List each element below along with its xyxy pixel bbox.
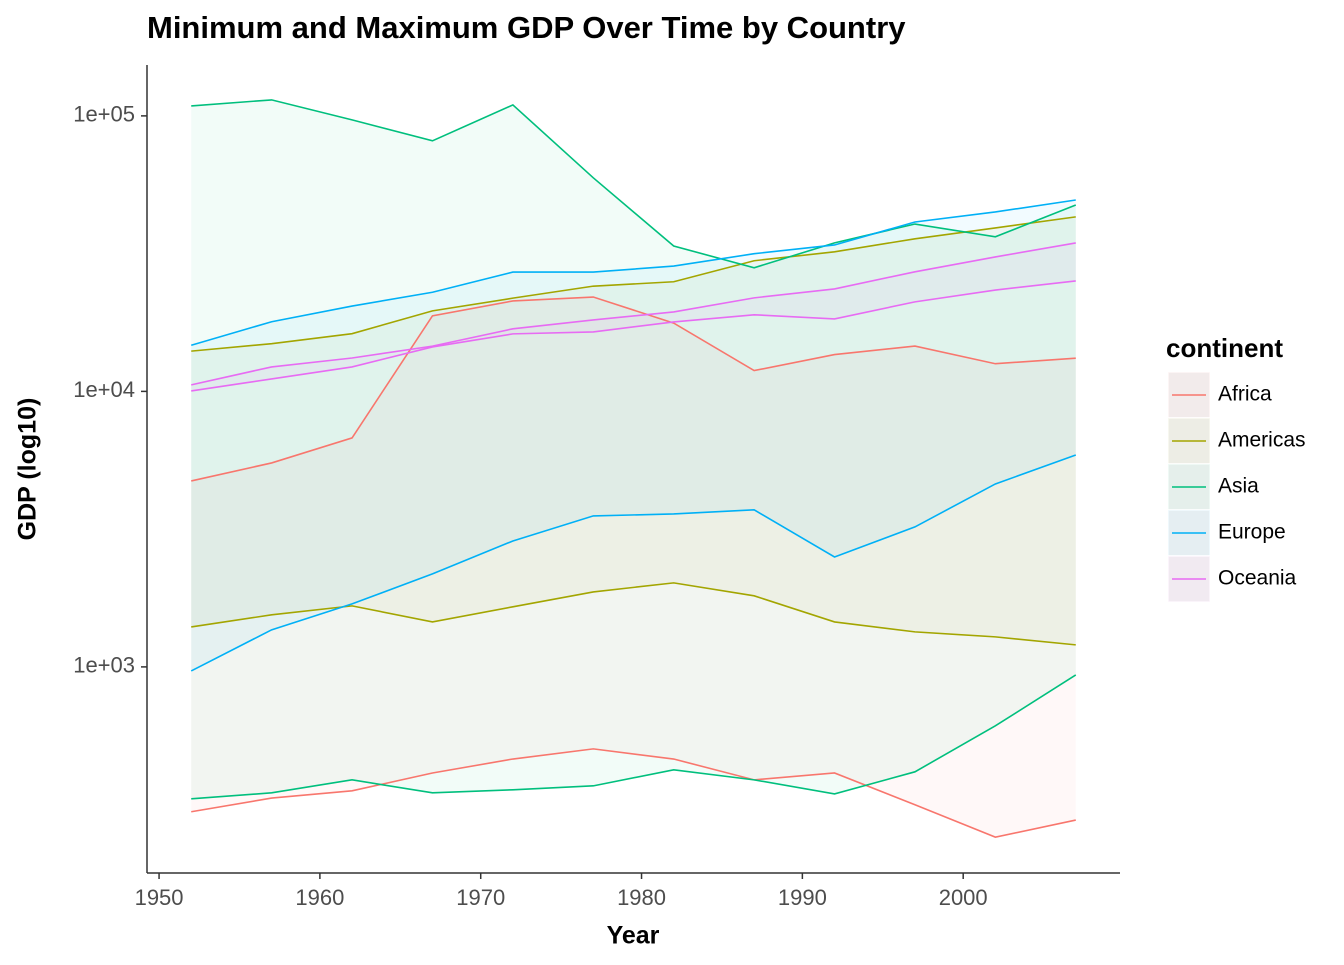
legend-label: Americas bbox=[1218, 429, 1306, 452]
ribbon bbox=[191, 200, 1076, 671]
line-max bbox=[191, 296, 1076, 482]
ribbon bbox=[191, 242, 1076, 391]
legend-title: continent bbox=[1166, 333, 1283, 363]
ribbon bbox=[191, 216, 1076, 645]
line-max bbox=[191, 99, 1077, 269]
line-min bbox=[191, 748, 1076, 838]
x-tick-label: 1980 bbox=[617, 885, 666, 910]
x-tick-label: 1990 bbox=[778, 885, 827, 910]
y-tick-label: 1e+05 bbox=[73, 102, 135, 127]
line-max bbox=[191, 216, 1076, 352]
x-tick-label: 2000 bbox=[939, 885, 988, 910]
x-tick-label: 1960 bbox=[295, 885, 344, 910]
x-tick-label: 1950 bbox=[135, 885, 184, 910]
ribbon bbox=[191, 297, 1076, 838]
x-tick-label: 1970 bbox=[456, 885, 505, 910]
line-max bbox=[191, 199, 1076, 347]
line-min bbox=[191, 674, 1077, 800]
legend-label: Africa bbox=[1218, 383, 1272, 406]
line-min bbox=[191, 280, 1076, 392]
y-axis-title: GDP (log10) bbox=[14, 398, 42, 541]
line-max bbox=[191, 242, 1076, 386]
legend-label: Europe bbox=[1218, 521, 1286, 544]
y-tick-label: 1e+03 bbox=[73, 653, 135, 678]
legend-label: Oceania bbox=[1218, 567, 1297, 590]
line-min bbox=[190, 454, 1077, 672]
x-axis-title: Year bbox=[607, 922, 660, 950]
y-tick-label: 1e+04 bbox=[73, 377, 135, 402]
chart-title: Minimum and Maximum GDP Over Time by Cou… bbox=[147, 10, 906, 45]
legend-label: Asia bbox=[1218, 475, 1259, 498]
plot-area bbox=[190, 99, 1077, 838]
